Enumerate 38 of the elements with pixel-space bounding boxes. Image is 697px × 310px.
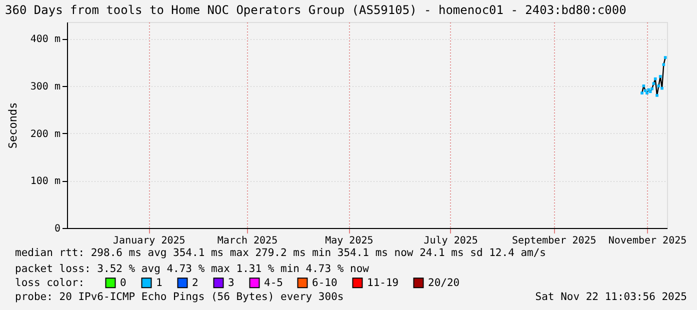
- legend-label: 1: [156, 276, 162, 289]
- x-tick-label: May 2025: [325, 236, 374, 246]
- point: [656, 94, 658, 97]
- point: [642, 84, 646, 88]
- y-tick-label: 200 m: [30, 128, 60, 140]
- y-tick-label: 100 m: [30, 176, 60, 188]
- x-tick-label: September 2025: [512, 236, 596, 246]
- point: [652, 82, 656, 85]
- x-tick-label: March 2025: [217, 236, 278, 246]
- point: [657, 84, 660, 88]
- legend-label: 2: [192, 276, 198, 289]
- point: [640, 92, 644, 94]
- point: [646, 92, 648, 94]
- y-tick-label: 0: [54, 224, 60, 234]
- point: [664, 56, 667, 59]
- line-series: [641, 56, 666, 96]
- legend-label: 6-10: [312, 276, 338, 289]
- legend-label: 11-19: [367, 276, 399, 289]
- y-axis-title: Seconds: [6, 102, 20, 149]
- legend-label: 20/20: [428, 276, 460, 289]
- x-tick-label: July 2025: [424, 236, 478, 246]
- text: probe: 20 IPv6-ICMP Echo Pings (56 Bytes) every 300s: [15, 291, 344, 303]
- text: median rtt: 298.6 ms avg 354.1 ms max 279.2 ms min 354.1 ms now 24.1 ms sd 12.4 am/s: [15, 247, 546, 259]
- text: Sat Nov 22 11:03:56 2025: [535, 291, 687, 303]
- y-tick-label: 300 m: [30, 81, 60, 92]
- point: [658, 75, 662, 78]
- y-tick-label: 400 m: [30, 34, 60, 46]
- legend-label: 3: [228, 276, 234, 289]
- chart-title: 360 Days from tools to Home NOC Operators Group (AS59105) - homenoc01 - 2403:bd80:c000: [5, 3, 626, 17]
- legend-label: 4-5: [264, 276, 283, 289]
- text: packet loss: 3.52 % avg 4.73 % max 1.31 % min 4.73 % now: [15, 263, 370, 275]
- x-tick-label: November 2025: [608, 236, 687, 246]
- legend-label: 0: [120, 276, 126, 289]
- point: [660, 86, 664, 90]
- legend-title: loss color:: [15, 277, 85, 289]
- point: [650, 87, 654, 90]
- x-tick-label: January 2025: [113, 236, 186, 246]
- point: [662, 63, 666, 66]
